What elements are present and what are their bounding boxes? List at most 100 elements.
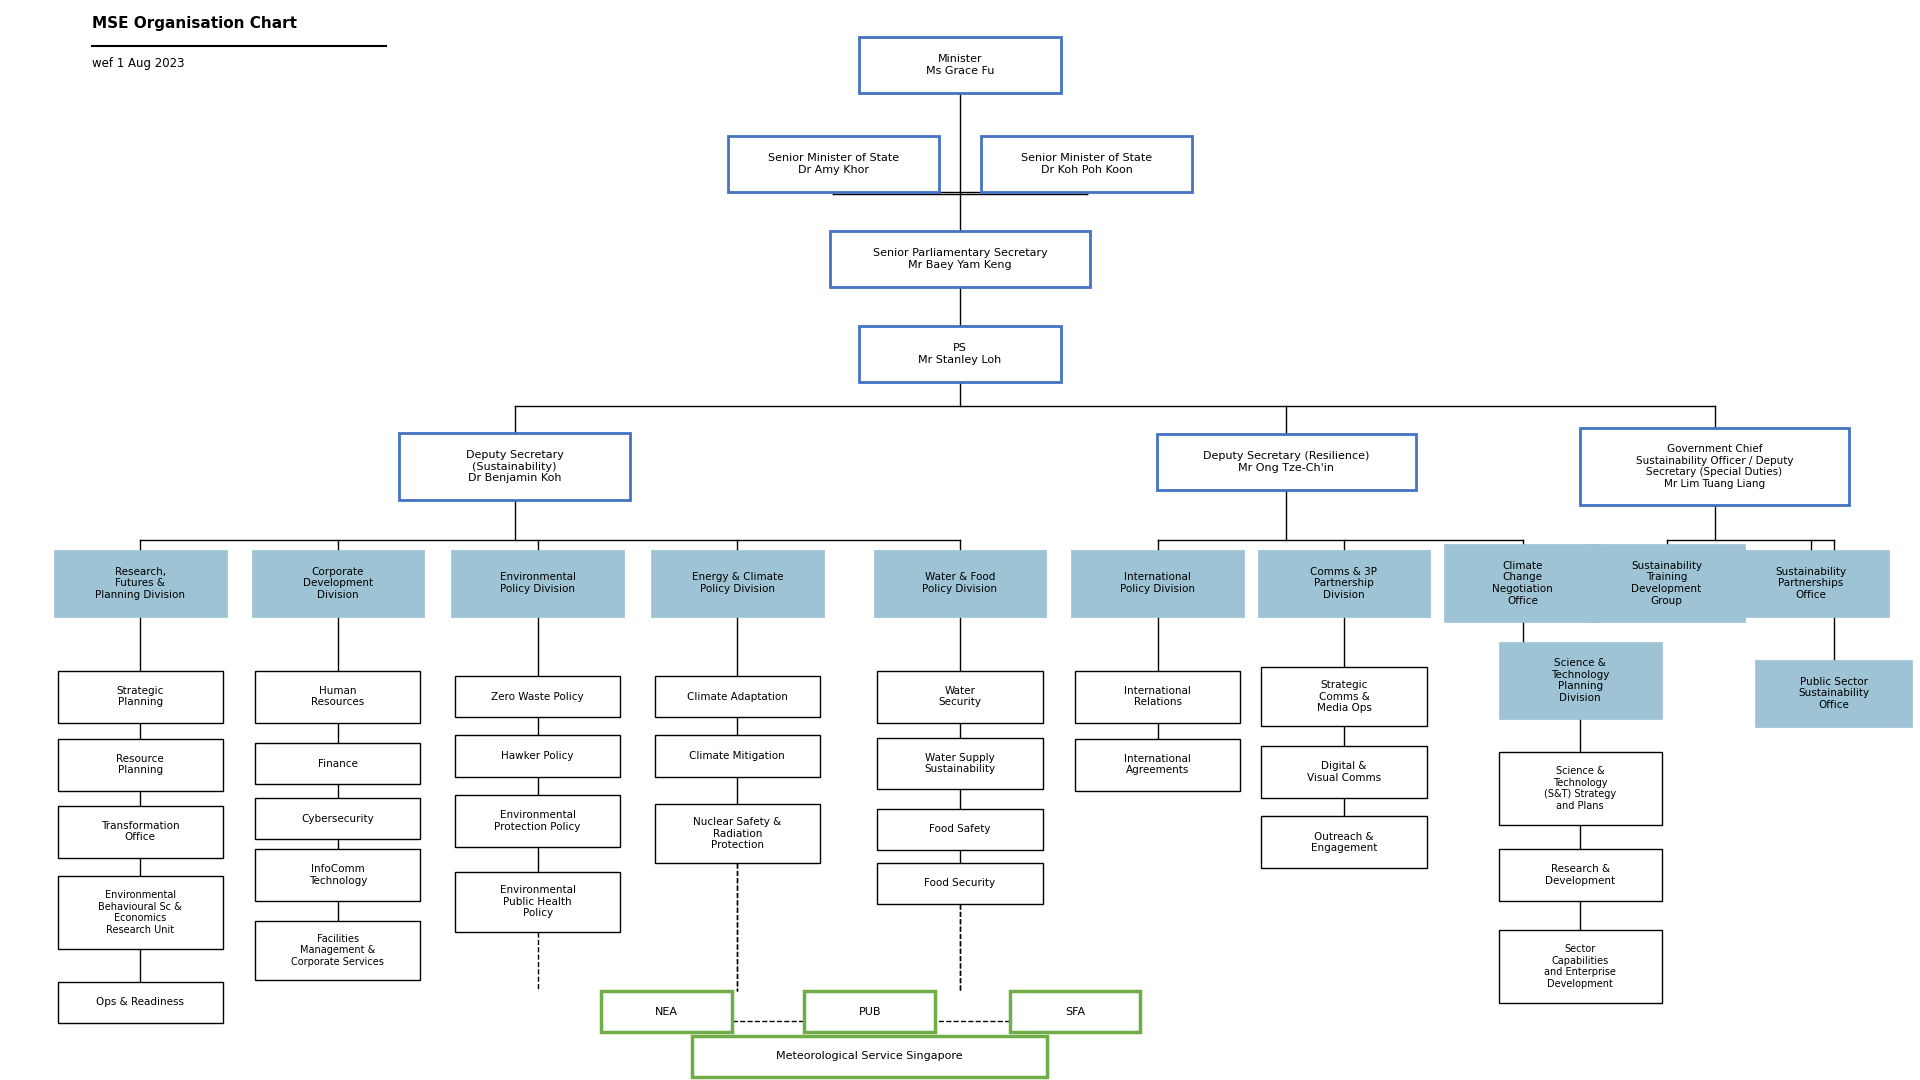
FancyBboxPatch shape: [728, 136, 939, 192]
Text: Water
Security: Water Security: [939, 686, 981, 707]
FancyBboxPatch shape: [455, 873, 620, 931]
FancyBboxPatch shape: [804, 991, 935, 1032]
Text: Comms & 3P
Partnership
Division: Comms & 3P Partnership Division: [1311, 567, 1377, 599]
FancyBboxPatch shape: [1588, 544, 1745, 622]
Text: Outreach &
Engagement: Outreach & Engagement: [1311, 832, 1377, 853]
Text: Sector
Capabilities
and Enterprise
Development: Sector Capabilities and Enterprise Devel…: [1544, 944, 1617, 989]
FancyBboxPatch shape: [829, 231, 1089, 287]
Text: Science &
Technology
Planning
Division: Science & Technology Planning Division: [1551, 658, 1609, 703]
FancyBboxPatch shape: [1498, 849, 1661, 901]
Text: Deputy Secretary
(Sustainability)
Dr Benjamin Koh: Deputy Secretary (Sustainability) Dr Ben…: [467, 450, 563, 483]
Text: Human
Resources: Human Resources: [311, 686, 365, 707]
FancyBboxPatch shape: [58, 876, 223, 949]
FancyBboxPatch shape: [255, 798, 420, 839]
FancyBboxPatch shape: [693, 1036, 1048, 1077]
Text: MSE Organisation Chart: MSE Organisation Chart: [92, 16, 298, 31]
FancyBboxPatch shape: [651, 550, 824, 617]
FancyBboxPatch shape: [1732, 550, 1889, 617]
Text: Senior Minister of State
Dr Amy Khor: Senior Minister of State Dr Amy Khor: [768, 153, 899, 175]
FancyBboxPatch shape: [1444, 544, 1601, 622]
FancyBboxPatch shape: [981, 136, 1192, 192]
Text: Deputy Secretary (Resilience)
Mr Ong Tze-Ch'in: Deputy Secretary (Resilience) Mr Ong Tze…: [1204, 451, 1369, 473]
Text: Climate Adaptation: Climate Adaptation: [687, 691, 787, 702]
Text: Research &
Development: Research & Development: [1546, 864, 1615, 886]
FancyBboxPatch shape: [58, 806, 223, 858]
FancyBboxPatch shape: [874, 550, 1046, 617]
FancyBboxPatch shape: [877, 809, 1043, 850]
FancyBboxPatch shape: [255, 743, 420, 784]
Text: Food Safety: Food Safety: [929, 824, 991, 835]
Text: Minister
Ms Grace Fu: Minister Ms Grace Fu: [925, 54, 995, 76]
Text: Ops & Readiness: Ops & Readiness: [96, 997, 184, 1008]
FancyBboxPatch shape: [58, 982, 223, 1023]
FancyBboxPatch shape: [54, 550, 227, 617]
Text: Environmental
Public Health
Policy: Environmental Public Health Policy: [499, 886, 576, 918]
FancyBboxPatch shape: [255, 671, 420, 723]
FancyBboxPatch shape: [1261, 746, 1427, 798]
FancyBboxPatch shape: [877, 738, 1043, 789]
Text: Research,
Futures &
Planning Division: Research, Futures & Planning Division: [96, 567, 184, 599]
Text: Strategic
Comms &
Media Ops: Strategic Comms & Media Ops: [1317, 680, 1371, 713]
Text: Corporate
Development
Division: Corporate Development Division: [303, 567, 372, 599]
FancyBboxPatch shape: [252, 550, 424, 617]
Text: International
Relations: International Relations: [1125, 686, 1190, 707]
Text: Water Supply
Sustainability: Water Supply Sustainability: [924, 753, 996, 774]
FancyBboxPatch shape: [58, 739, 223, 791]
Text: InfoComm
Technology: InfoComm Technology: [309, 864, 367, 886]
Text: Senior Parliamentary Secretary
Mr Baey Yam Keng: Senior Parliamentary Secretary Mr Baey Y…: [872, 248, 1048, 270]
FancyBboxPatch shape: [399, 433, 630, 500]
FancyBboxPatch shape: [455, 676, 620, 717]
FancyBboxPatch shape: [1261, 666, 1427, 727]
FancyBboxPatch shape: [1071, 550, 1244, 617]
Text: Finance: Finance: [319, 758, 357, 769]
FancyBboxPatch shape: [455, 795, 620, 847]
Text: Science &
Technology
(S&T) Strategy
and Plans: Science & Technology (S&T) Strategy and …: [1544, 766, 1617, 811]
Text: Climate
Change
Negotiation
Office: Climate Change Negotiation Office: [1492, 561, 1553, 606]
Text: SFA: SFA: [1066, 1007, 1085, 1017]
Text: International
Agreements: International Agreements: [1125, 754, 1190, 775]
Text: Cybersecurity: Cybersecurity: [301, 813, 374, 824]
FancyBboxPatch shape: [655, 735, 820, 777]
FancyBboxPatch shape: [255, 849, 420, 901]
Text: Zero Waste Policy: Zero Waste Policy: [492, 691, 584, 702]
Text: Senior Minister of State
Dr Koh Poh Koon: Senior Minister of State Dr Koh Poh Koon: [1021, 153, 1152, 175]
Text: Hawker Policy: Hawker Policy: [501, 751, 574, 761]
Text: Environmental
Protection Policy: Environmental Protection Policy: [495, 810, 580, 832]
FancyBboxPatch shape: [860, 37, 1060, 93]
Text: Energy & Climate
Policy Division: Energy & Climate Policy Division: [691, 572, 783, 594]
Text: Environmental
Behavioural Sc &
Economics
Research Unit: Environmental Behavioural Sc & Economics…: [98, 890, 182, 935]
Text: Government Chief
Sustainability Officer / Deputy
Secretary (Special Duties)
Mr L: Government Chief Sustainability Officer …: [1636, 444, 1793, 489]
FancyBboxPatch shape: [655, 676, 820, 717]
FancyBboxPatch shape: [1261, 816, 1427, 868]
Text: Sustainability
Training
Development
Group: Sustainability Training Development Grou…: [1630, 561, 1703, 606]
Text: Meteorological Service Singapore: Meteorological Service Singapore: [776, 1051, 964, 1062]
Text: Climate Mitigation: Climate Mitigation: [689, 751, 785, 761]
Text: Sustainability
Partnerships
Office: Sustainability Partnerships Office: [1774, 567, 1847, 599]
FancyBboxPatch shape: [455, 735, 620, 777]
Text: Strategic
Planning: Strategic Planning: [117, 686, 163, 707]
Text: Resource
Planning: Resource Planning: [117, 754, 163, 775]
Text: Public Sector
Sustainability
Office: Public Sector Sustainability Office: [1797, 677, 1870, 710]
FancyBboxPatch shape: [1498, 642, 1661, 719]
FancyBboxPatch shape: [255, 920, 420, 981]
Text: Water & Food
Policy Division: Water & Food Policy Division: [922, 572, 998, 594]
FancyBboxPatch shape: [860, 326, 1060, 382]
Text: Digital &
Visual Comms: Digital & Visual Comms: [1308, 761, 1380, 783]
Text: Facilities
Management &
Corporate Services: Facilities Management & Corporate Servic…: [292, 934, 384, 967]
FancyBboxPatch shape: [1075, 671, 1240, 723]
FancyBboxPatch shape: [877, 671, 1043, 723]
Text: wef 1 Aug 2023: wef 1 Aug 2023: [92, 57, 184, 70]
Text: Transformation
Office: Transformation Office: [102, 821, 179, 842]
FancyBboxPatch shape: [1010, 991, 1140, 1032]
Text: PUB: PUB: [858, 1007, 881, 1017]
FancyBboxPatch shape: [877, 863, 1043, 904]
Text: Nuclear Safety &
Radiation
Protection: Nuclear Safety & Radiation Protection: [693, 818, 781, 850]
FancyBboxPatch shape: [601, 991, 732, 1032]
FancyBboxPatch shape: [1075, 739, 1240, 791]
FancyBboxPatch shape: [1258, 550, 1430, 617]
FancyBboxPatch shape: [451, 550, 624, 617]
FancyBboxPatch shape: [655, 804, 820, 864]
Text: NEA: NEA: [655, 1007, 678, 1017]
Text: International
Policy Division: International Policy Division: [1119, 572, 1196, 594]
FancyBboxPatch shape: [58, 671, 223, 723]
